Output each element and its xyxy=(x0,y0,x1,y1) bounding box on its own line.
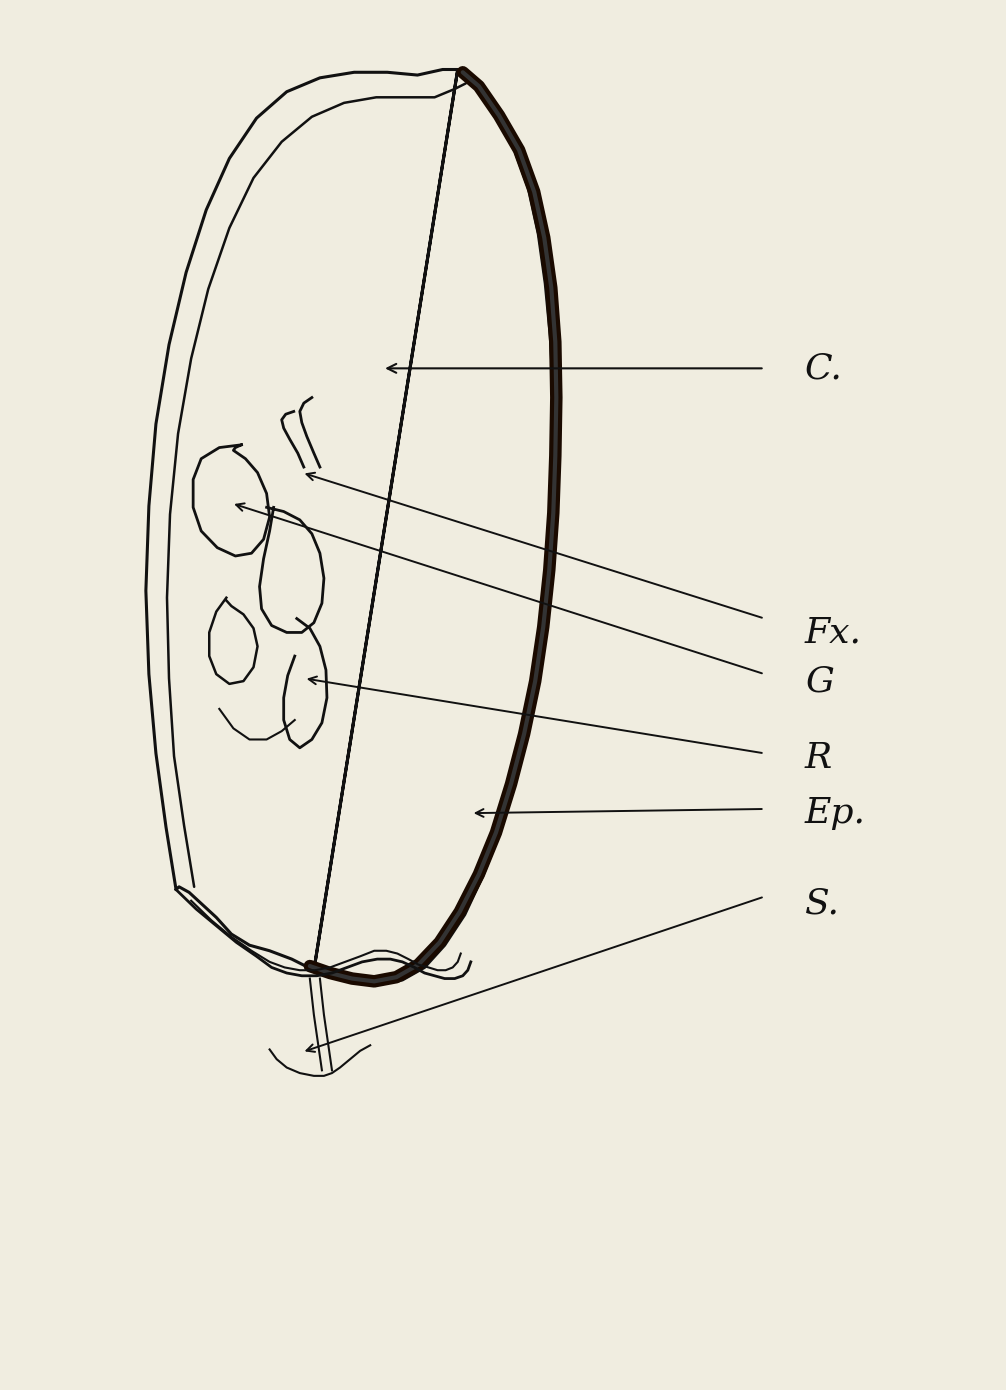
Text: G: G xyxy=(805,664,834,698)
Text: S.: S. xyxy=(805,887,840,920)
Text: Fx.: Fx. xyxy=(805,616,862,649)
Text: C.: C. xyxy=(805,352,843,385)
Text: R: R xyxy=(805,741,832,774)
Text: Ep.: Ep. xyxy=(805,796,866,830)
